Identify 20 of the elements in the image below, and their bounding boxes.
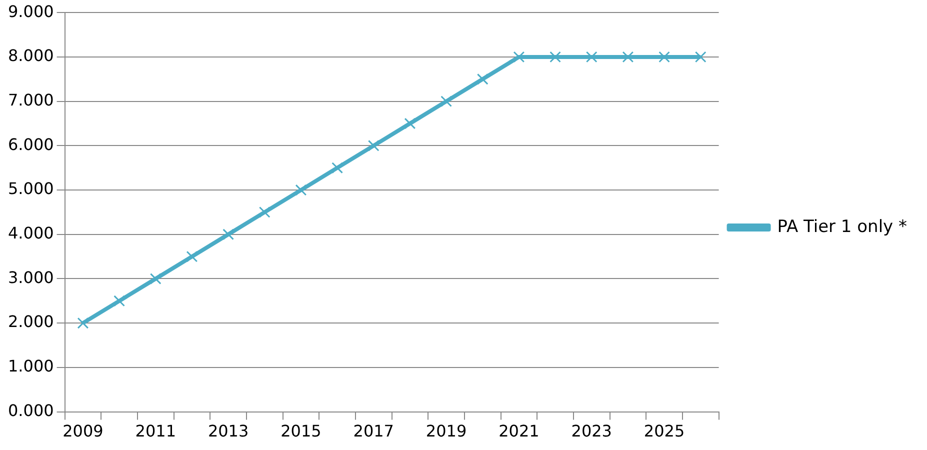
y-tick-label: 6.000: [8, 134, 54, 154]
y-tick-label: 3.000: [8, 268, 54, 287]
x-tick-label: 2009: [62, 422, 104, 441]
y-tick-label: 5.000: [8, 179, 54, 198]
x-tick-label: 2013: [208, 422, 249, 441]
legend-label: PA Tier 1 only *: [777, 216, 907, 237]
x-tick-label: 2017: [353, 422, 394, 441]
y-tick-label: 7.000: [8, 90, 54, 110]
x-tick-label: 2023: [571, 422, 612, 441]
y-tick-label: 9.000: [8, 2, 54, 21]
y-tick-label: 8.000: [8, 46, 54, 66]
y-tick-label: 4.000: [8, 224, 54, 243]
y-tick-label: 0.000: [8, 400, 54, 420]
x-tick-label: 2025: [644, 422, 685, 441]
x-tick-label: 2021: [498, 422, 540, 441]
x-tick-label: 2011: [135, 422, 176, 441]
x-tick-label: 2019: [426, 422, 467, 441]
x-tick-label: 2015: [280, 422, 322, 441]
y-tick-label: 1.000: [8, 356, 54, 376]
y-tick-label: 2.000: [8, 312, 54, 332]
